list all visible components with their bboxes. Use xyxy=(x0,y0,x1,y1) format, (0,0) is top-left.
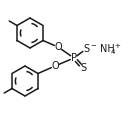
Text: −: − xyxy=(90,43,96,49)
Text: S: S xyxy=(83,44,89,54)
Text: O: O xyxy=(54,42,62,52)
Text: S: S xyxy=(80,63,86,73)
Text: NH: NH xyxy=(100,44,115,54)
Text: P: P xyxy=(71,53,77,63)
Text: O: O xyxy=(51,61,59,71)
Text: +: + xyxy=(115,44,120,49)
Text: 4: 4 xyxy=(110,48,115,54)
